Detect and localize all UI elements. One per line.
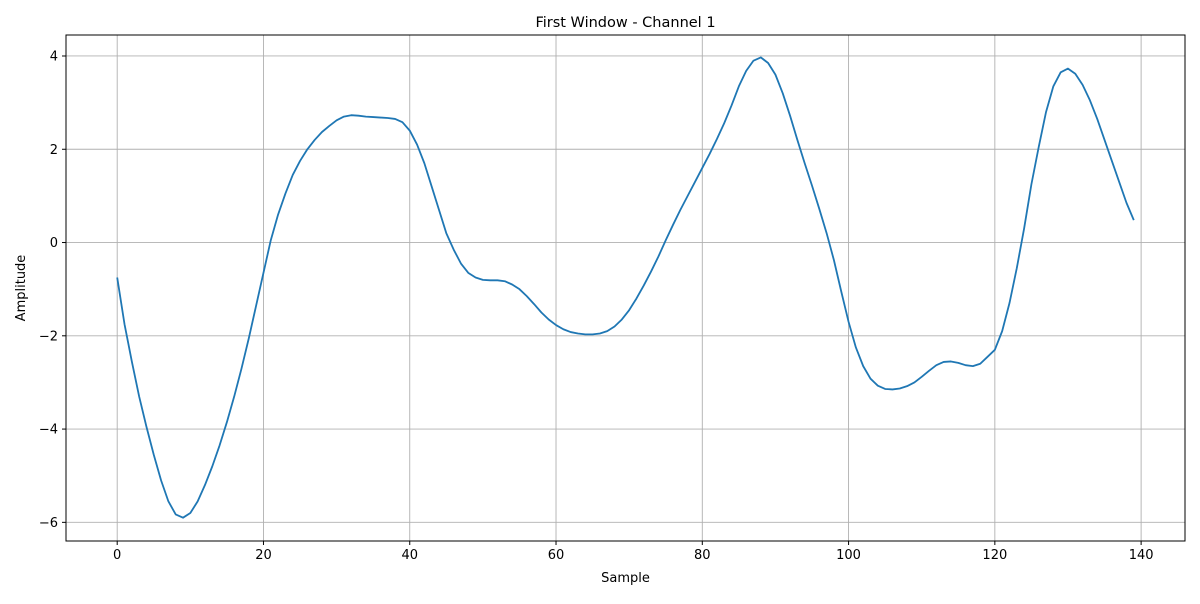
- x-tick-label: 80: [694, 548, 711, 563]
- x-tick-label: 140: [1129, 548, 1154, 563]
- series-line: [116, 56, 1135, 519]
- y-tick-label: 2: [50, 143, 58, 158]
- x-tick-label: 100: [836, 548, 861, 563]
- y-tick-label: −4: [39, 423, 58, 438]
- x-tick-label: 60: [548, 548, 565, 563]
- chart-title: First Window - Channel 1: [535, 15, 715, 31]
- x-tick-label: 40: [401, 548, 418, 563]
- y-tick-label: −2: [39, 329, 58, 344]
- y-axis-label: Amplitude: [14, 255, 29, 322]
- x-tick-label: 20: [255, 548, 272, 563]
- x-tick-label: 0: [113, 548, 121, 563]
- y-tick-label: −6: [39, 516, 58, 531]
- x-tick-label: 120: [982, 548, 1007, 563]
- plot-frame: [65, 34, 1186, 542]
- x-axis-label: Sample: [601, 571, 650, 586]
- grid-lines: [66, 35, 1185, 541]
- y-tick-label: 0: [50, 236, 58, 251]
- y-axis: −6 −4 −2 0 2 4: [39, 49, 66, 531]
- series-layer: [116, 56, 1135, 519]
- x-axis: 0 20 40 60 80 100 120 140: [113, 541, 1154, 563]
- y-tick-label: 4: [50, 49, 58, 64]
